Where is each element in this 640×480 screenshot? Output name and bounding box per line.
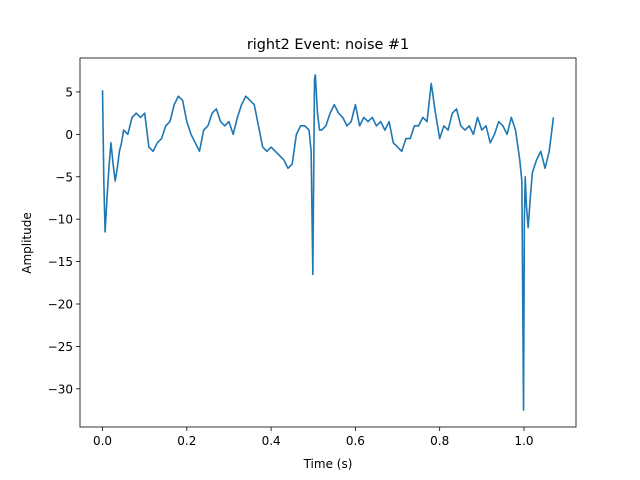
y-tick-label: −25 (48, 340, 73, 354)
y-tick-label: 5 (65, 85, 73, 99)
y-tick-label: 0 (65, 128, 73, 142)
x-axis-label: Time (s) (303, 457, 353, 471)
y-tick-label: −15 (48, 255, 73, 269)
x-tick-label: 0.2 (177, 434, 196, 448)
x-tick-label: 0.4 (262, 434, 281, 448)
x-tick-label: 1.0 (514, 434, 533, 448)
chart-title: right2 Event: noise #1 (247, 37, 409, 53)
y-tick-label: −30 (48, 382, 73, 396)
y-tick-label: −10 (48, 213, 73, 227)
y-axis-label: Amplitude (20, 212, 34, 274)
x-tick-label: 0.6 (346, 434, 365, 448)
series-line-0 (101, 74, 555, 411)
y-tick-label: −20 (48, 298, 73, 312)
axes: 0.0 0.2 0.4 0.6 0.8 1.0 5 0 −5 −10 −15 −20 −25 −30 (48, 57, 577, 448)
x-tick-label: 0.0 (93, 434, 112, 448)
axes-frame (79, 57, 577, 428)
x-tick-label: 0.8 (430, 434, 449, 448)
plot-area (101, 74, 555, 411)
y-tick-label: −5 (55, 170, 73, 184)
